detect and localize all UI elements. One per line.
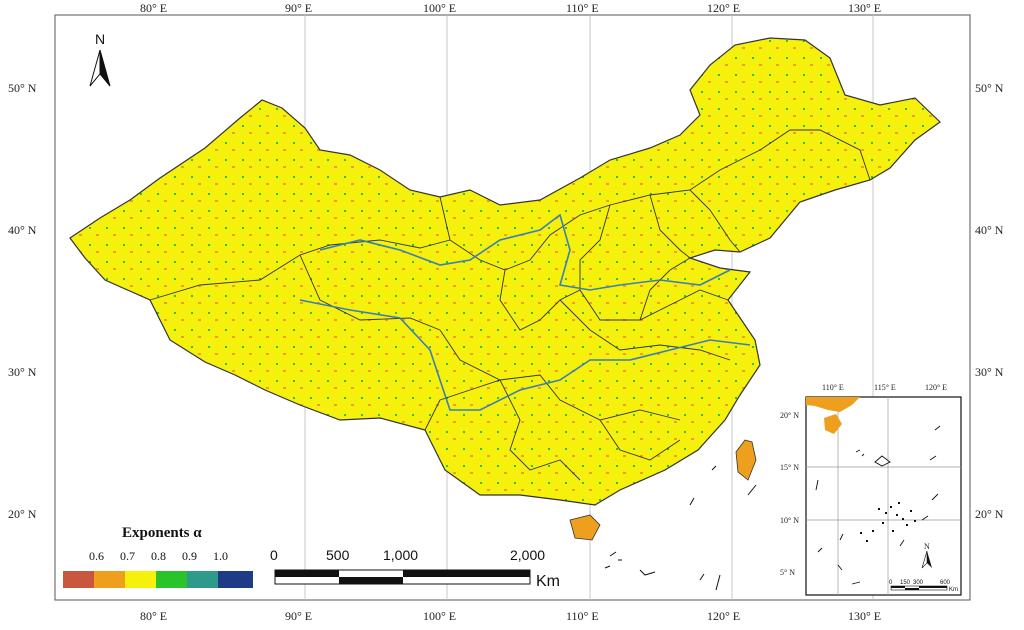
- legend-label-4: 1.0: [213, 549, 228, 563]
- legend-title: Exponents α: [122, 525, 202, 541]
- legend-swatch-3: [156, 571, 187, 588]
- bottom-tick-90: 90° E: [285, 609, 312, 623]
- scale-label-1000: 1,000: [383, 547, 418, 563]
- legend: Exponents α 0.6 0.7 0.8 0.9 1.0: [63, 525, 253, 588]
- inset-scale-600: 600: [940, 580, 951, 586]
- map-frame: [54, 14, 971, 601]
- legend-label-2: 0.8: [151, 549, 166, 563]
- left-tick-40: 40° N: [8, 223, 37, 237]
- inset-spratly: [860, 502, 916, 542]
- right-tick-30: 30° N: [975, 365, 1004, 379]
- inset-top-tick-110: 110° E: [822, 383, 844, 392]
- right-tick-20: 20° N: [975, 507, 1004, 521]
- inset-left-tick-20: 20° N: [780, 411, 799, 420]
- inset-left-tick-15: 15° N: [780, 463, 799, 472]
- scale-label-2000: 2,000: [510, 547, 545, 563]
- legend-label-0: 0.6: [89, 549, 104, 563]
- inset-scale-0: 0: [889, 580, 893, 586]
- legend-swatch-2: [125, 571, 156, 588]
- legend-label-1: 0.7: [120, 549, 135, 563]
- inset-north-arrow-icon: N: [921, 542, 932, 569]
- right-tick-40: 40° N: [975, 223, 1004, 237]
- inset-scale-unit: Km: [949, 587, 958, 593]
- legend-swatch-0: [63, 571, 94, 588]
- scale-bar: 0 500 1,000 2,000 Km: [270, 547, 560, 590]
- top-tick-80: 80° E: [140, 1, 167, 15]
- right-axis-labels: 50° N 40° N 30° N 20° N: [975, 81, 1004, 521]
- inset-top-tick-120: 120° E: [925, 383, 947, 392]
- scale-unit: Km: [536, 573, 560, 590]
- inset-top-tick-115: 115° E: [874, 383, 896, 392]
- top-tick-100: 100° E: [423, 1, 456, 15]
- south-china-sea-inset: 110° E 115° E 120° E 20° N 15° N 10° N 5…: [780, 383, 962, 596]
- hainan-island: [569, 514, 601, 541]
- legend-swatch-1: [94, 571, 125, 588]
- bottom-axis-labels: 80° E 90° E 100° E 110° E 120° E 130° E: [140, 609, 881, 623]
- top-tick-120: 120° E: [707, 1, 740, 15]
- bottom-tick-110: 110° E: [566, 609, 599, 623]
- bottom-tick-100: 100° E: [423, 609, 456, 623]
- top-tick-130: 130° E: [848, 1, 881, 15]
- legend-swatch-4: [187, 571, 218, 588]
- inset-scale-150: 150: [900, 580, 911, 586]
- top-axis-labels: 80° E 90° E 100° E 110° E 120° E 130° E: [140, 1, 881, 15]
- inset-hainan: [824, 414, 842, 434]
- province-boundaries: [149, 129, 871, 481]
- inset-scale-bar: 0 150 300 600 Km: [889, 580, 958, 593]
- top-tick-110: 110° E: [566, 1, 599, 15]
- legend-swatch-5: [218, 571, 253, 588]
- top-tick-90: 90° E: [285, 1, 312, 15]
- inset-north-label: N: [924, 542, 930, 551]
- bottom-tick-120: 120° E: [707, 609, 740, 623]
- north-arrow-icon: N: [89, 31, 111, 87]
- china-outline: [69, 37, 941, 506]
- left-axis-labels: 50° N 40° N 30° N 20° N: [8, 81, 37, 521]
- bottom-tick-130: 130° E: [848, 609, 881, 623]
- inset-mainland: [806, 397, 860, 412]
- sea-islands: [604, 465, 757, 591]
- islands: [569, 439, 757, 541]
- inset-left-tick-5: 5° N: [780, 568, 795, 577]
- left-tick-20: 20° N: [8, 507, 37, 521]
- scale-label-500: 500: [326, 547, 350, 563]
- rivers: [299, 213, 751, 411]
- taiwan-island: [735, 439, 757, 481]
- scale-label-0: 0: [270, 547, 278, 563]
- left-tick-30: 30° N: [8, 365, 37, 379]
- left-tick-50: 50° N: [8, 81, 37, 95]
- inset-scale-300: 300: [913, 580, 924, 586]
- legend-label-3: 0.9: [182, 549, 197, 563]
- bottom-tick-80: 80° E: [140, 609, 167, 623]
- inset-left-tick-10: 10° N: [780, 516, 799, 525]
- right-tick-50: 50° N: [975, 81, 1004, 95]
- north-arrow-label: N: [95, 31, 105, 47]
